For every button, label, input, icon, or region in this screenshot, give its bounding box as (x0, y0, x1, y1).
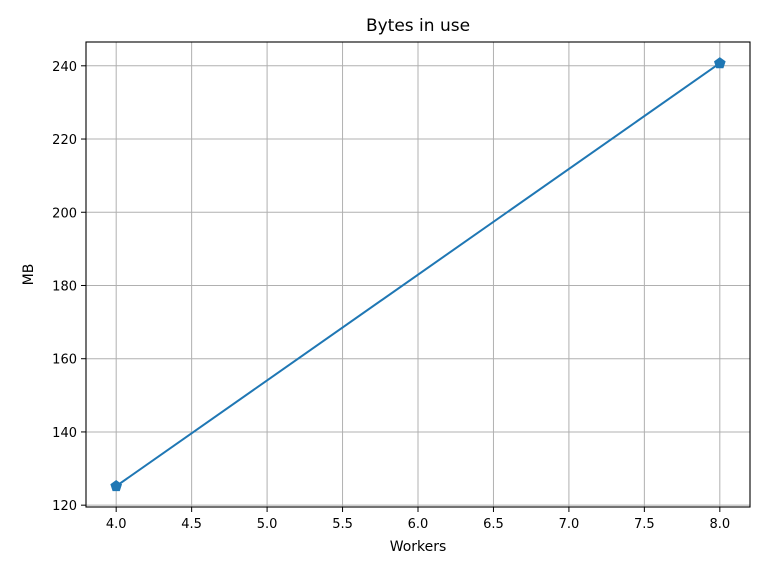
x-tick-label: 7.5 (634, 517, 655, 532)
x-axis-label: Workers (390, 539, 447, 555)
y-tick-label: 140 (52, 426, 77, 441)
chart-title: Bytes in use (366, 16, 470, 36)
x-tick-label: 8.0 (709, 517, 730, 532)
y-tick-label: 220 (52, 133, 77, 148)
y-tick-label: 200 (52, 206, 77, 221)
x-tick-label: 6.0 (408, 517, 429, 532)
series-line (115, 62, 721, 487)
y-axis-label: MB (21, 264, 37, 286)
x-tick-label: 6.5 (483, 517, 504, 532)
y-tick-label: 180 (52, 279, 77, 294)
series-layer (110, 57, 726, 492)
x-tick-label: 5.0 (257, 517, 278, 532)
data-point-marker (714, 57, 726, 69)
y-tick-label: 120 (52, 499, 77, 514)
axis-ticks: 4.0 4.5 5.0 5.5 6.0 6.5 7.0 7.5 8.0 120 140 160 180 2… (52, 60, 730, 532)
x-tick-label: 5.5 (332, 517, 353, 532)
x-tick-label: 4.5 (181, 517, 202, 532)
x-tick-label: 4.0 (106, 517, 127, 532)
y-tick-label: 240 (52, 60, 77, 75)
data-point-marker (110, 480, 122, 492)
y-tick-label: 160 (52, 353, 77, 368)
x-tick-label: 7.0 (559, 517, 580, 532)
